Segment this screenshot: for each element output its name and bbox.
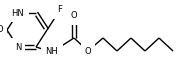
Text: O: O — [85, 46, 91, 55]
Text: O: O — [0, 25, 3, 34]
Text: NH: NH — [46, 47, 58, 56]
Text: O: O — [71, 11, 77, 21]
Text: HN: HN — [12, 8, 24, 17]
Text: F: F — [57, 6, 62, 15]
Text: N: N — [15, 42, 21, 52]
